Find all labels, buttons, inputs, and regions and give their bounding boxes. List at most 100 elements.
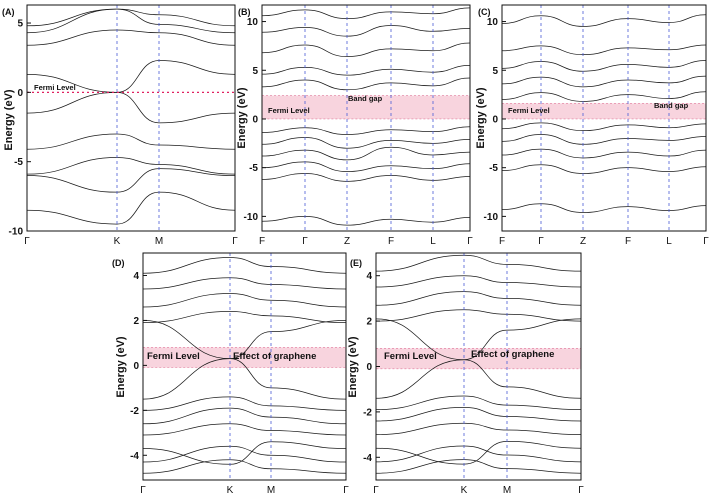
band-gap-region bbox=[501, 103, 707, 120]
y-tick-label: -2 bbox=[363, 407, 372, 418]
y-tick-label: 0 bbox=[492, 114, 498, 125]
band-line bbox=[262, 65, 470, 76]
plot-frame bbox=[142, 252, 347, 481]
x-tick-label: M bbox=[155, 236, 163, 247]
plot-frame bbox=[26, 4, 236, 232]
x-tick-label: Γ bbox=[302, 236, 308, 247]
x-tick-label: F bbox=[625, 236, 631, 247]
x-tick-label: L bbox=[430, 236, 436, 247]
y-tick-label: 4 bbox=[366, 271, 372, 282]
band-line bbox=[27, 8, 235, 34]
x-tick-label: L bbox=[666, 236, 672, 247]
band-line bbox=[376, 291, 581, 306]
band-line bbox=[376, 254, 581, 272]
band-line bbox=[502, 164, 706, 174]
annotation: Band gap bbox=[348, 94, 383, 103]
band-line bbox=[376, 275, 581, 288]
y-tick-label: 2 bbox=[366, 317, 372, 328]
y-axis-title: Energy (eV) bbox=[3, 89, 15, 150]
band-line bbox=[502, 203, 706, 213]
band-line bbox=[143, 423, 346, 436]
band-line bbox=[262, 126, 470, 135]
band-line bbox=[143, 407, 346, 425]
band-line bbox=[262, 7, 470, 20]
y-axis-title: Energy (eV) bbox=[236, 87, 248, 148]
band-line bbox=[262, 173, 470, 182]
y-tick-label: 5 bbox=[17, 19, 23, 30]
band-line bbox=[143, 311, 346, 324]
y-tick-label: -10 bbox=[9, 227, 24, 238]
band-line bbox=[262, 42, 470, 58]
y-axis-title: Energy (eV) bbox=[115, 336, 127, 397]
band-line bbox=[376, 309, 581, 322]
band-line bbox=[262, 216, 470, 226]
x-tick-label: F bbox=[499, 236, 505, 247]
panel-d: 4 2 0 -2 -4 Γ K M Γ Energy (eV) (D) Fermi Level Effe… bbox=[112, 252, 349, 496]
band-line bbox=[376, 445, 581, 463]
panel-label: (A) bbox=[2, 7, 15, 17]
band-line bbox=[262, 161, 470, 172]
band-line bbox=[27, 191, 235, 225]
panel-e: 4 2 0 -2 -4 Γ K M Γ Energy (eV) (E) Fermi Level Effe… bbox=[347, 252, 584, 496]
x-tick-label: Z bbox=[344, 236, 350, 247]
y-tick-label: 0 bbox=[133, 361, 139, 372]
band-lines bbox=[376, 254, 581, 474]
y-tick-label: -5 bbox=[489, 163, 498, 174]
y-tick-label: -5 bbox=[249, 163, 258, 174]
x-tick-label: Γ bbox=[373, 485, 379, 496]
y-tick-label: -4 bbox=[363, 453, 372, 464]
band-line bbox=[502, 122, 706, 132]
x-tick-label: K bbox=[114, 236, 121, 247]
band-line bbox=[143, 320, 346, 360]
band-line bbox=[502, 44, 706, 56]
y-tick-label: -5 bbox=[14, 157, 23, 168]
y-tick-label: -2 bbox=[130, 406, 139, 417]
x-tick-label: Γ bbox=[343, 485, 349, 496]
y-tick-label: -10 bbox=[484, 212, 499, 223]
y-axis-title: Energy (eV) bbox=[347, 336, 359, 397]
annotation: Band gap bbox=[654, 101, 689, 110]
x-tick-label: Γ bbox=[538, 236, 544, 247]
x-tick-label: Z bbox=[580, 236, 586, 247]
panel-label: (C) bbox=[478, 7, 491, 17]
panel-b: 10 5 0 -5 -10 F Γ Z F L Γ Energy (eV) (B) Band gap Fer… bbox=[236, 4, 473, 247]
band-lines bbox=[502, 14, 706, 213]
panel-label: (D) bbox=[112, 258, 125, 268]
x-tick-label: Γ bbox=[24, 236, 30, 247]
annotation: Fermi Level bbox=[268, 106, 310, 115]
x-tick-label: F bbox=[259, 236, 265, 247]
x-tick-label: Γ bbox=[703, 236, 709, 247]
panel-c: 10 5 0 -5 -10 F Γ Z F L Γ Energy (eV) (C) Band gap Fer… bbox=[475, 4, 709, 247]
band-line bbox=[143, 277, 346, 290]
annotation: Fermi Level bbox=[384, 351, 437, 362]
annotation: Fermi Level bbox=[147, 351, 200, 362]
band-lines bbox=[143, 257, 346, 474]
band-line bbox=[502, 75, 706, 88]
x-tick-label: M bbox=[503, 485, 511, 496]
band-line bbox=[27, 29, 235, 46]
y-tick-label: 0 bbox=[366, 362, 372, 373]
band-line bbox=[376, 395, 581, 411]
band-line bbox=[27, 157, 235, 175]
band-line bbox=[376, 359, 581, 399]
band-line bbox=[502, 91, 706, 102]
x-tick-label: Γ bbox=[232, 236, 238, 247]
y-tick-label: 0 bbox=[17, 88, 23, 99]
y-tick-label: 5 bbox=[252, 66, 258, 77]
band-line bbox=[376, 459, 581, 474]
x-tick-label: K bbox=[461, 485, 468, 496]
x-tick-label: Γ bbox=[140, 485, 146, 496]
band-line bbox=[27, 91, 235, 124]
annotation: Fermi Level bbox=[34, 83, 76, 92]
annotation: Effect of graphene bbox=[471, 349, 554, 360]
band-line bbox=[502, 148, 706, 159]
plot-frame bbox=[261, 4, 471, 232]
band-line bbox=[262, 146, 470, 161]
band-line bbox=[27, 8, 235, 27]
x-tick-label: M bbox=[267, 485, 275, 496]
band-line bbox=[376, 406, 581, 422]
band-line bbox=[502, 60, 706, 72]
band-line bbox=[27, 60, 235, 93]
y-tick-label: 0 bbox=[252, 114, 258, 125]
annotation: Fermi Level bbox=[508, 106, 550, 115]
